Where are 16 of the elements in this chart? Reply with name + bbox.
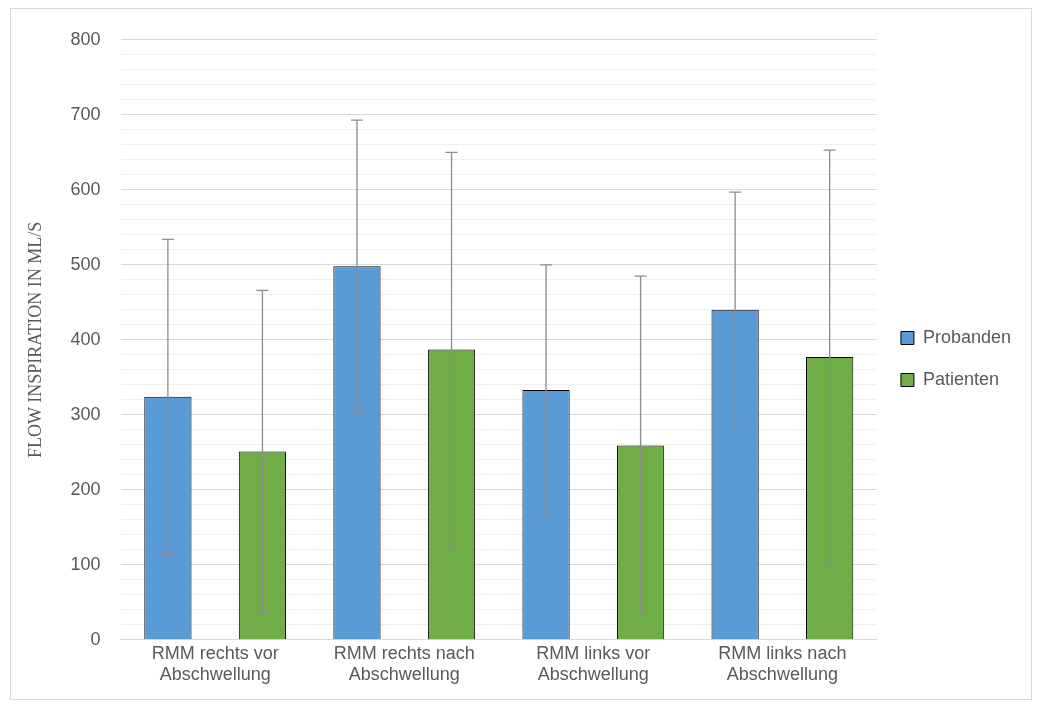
legend-label: Patienten xyxy=(922,368,999,389)
y-tick-label: 600 xyxy=(70,178,101,199)
legend-label: Probanden xyxy=(922,326,1011,347)
y-tick-label: 100 xyxy=(70,553,101,574)
x-tick-label: RMM links vor Abschwellung xyxy=(536,642,651,685)
x-tick-label: RMM rechts vor Abschwellung xyxy=(151,642,279,685)
y-tick-label: 400 xyxy=(70,328,101,349)
y-tick-label: 500 xyxy=(70,253,101,274)
x-tick-label: RMM links nach Abschwellung xyxy=(718,642,847,685)
x-tick-label: RMM rechts nach Abschwellung xyxy=(333,642,475,685)
y-tick-label: 200 xyxy=(70,478,101,499)
y-tick-label: 700 xyxy=(70,103,101,124)
y-axis-title: FLOW INSPIRATION IN ML/S xyxy=(24,221,45,458)
y-tick-label: 300 xyxy=(70,403,101,424)
y-tick-label: 800 xyxy=(70,28,101,49)
y-tick-label: 0 xyxy=(90,628,101,649)
